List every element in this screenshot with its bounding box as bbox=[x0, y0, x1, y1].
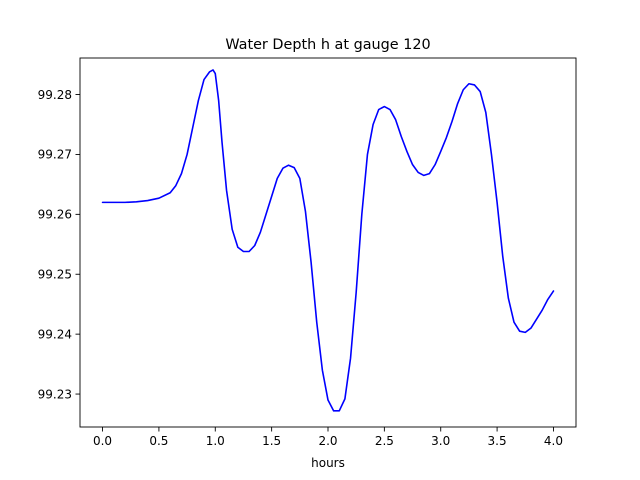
plot-area bbox=[101, 69, 555, 412]
y-tick-label: 99.25 bbox=[38, 268, 72, 282]
x-tick-label: 1.5 bbox=[262, 434, 281, 448]
x-tick-label: 2.0 bbox=[318, 434, 337, 448]
y-tick-label: 99.28 bbox=[38, 88, 72, 102]
y-tick-label: 99.24 bbox=[38, 327, 72, 341]
x-tick-label: 2.5 bbox=[375, 434, 394, 448]
x-tick-label: 0.0 bbox=[93, 434, 112, 448]
y-tick-label: 99.26 bbox=[38, 208, 72, 222]
chart-title: Water Depth h at gauge 120 bbox=[225, 37, 430, 53]
x-tick-label: 1.0 bbox=[206, 434, 225, 448]
y-tick-label: 99.23 bbox=[38, 387, 72, 401]
y-axis: 99.23 99.24 99.25 99.26 99.27 99.28 bbox=[38, 88, 80, 401]
x-axis: 0.0 0.5 1.0 1.5 2.0 2.5 3.0 3.5 4.0 bbox=[93, 427, 563, 448]
series-line bbox=[101, 69, 555, 412]
x-tick-label: 3.5 bbox=[488, 434, 507, 448]
y-tick-label: 99.27 bbox=[38, 148, 72, 162]
x-tick-label: 3.0 bbox=[431, 434, 450, 448]
x-tick-label: 4.0 bbox=[544, 434, 563, 448]
x-axis-label: hours bbox=[311, 456, 345, 470]
x-tick-label: 0.5 bbox=[149, 434, 168, 448]
